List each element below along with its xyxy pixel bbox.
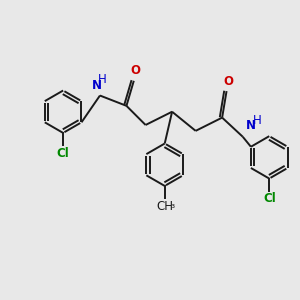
Text: CH: CH [156, 200, 173, 213]
Text: O: O [223, 75, 233, 88]
Text: H: H [253, 114, 262, 127]
Text: Cl: Cl [57, 147, 70, 160]
Text: N: N [246, 119, 256, 132]
Text: N: N [92, 79, 101, 92]
Text: ₃: ₃ [170, 200, 174, 210]
Text: O: O [130, 64, 140, 77]
Text: H: H [98, 73, 107, 86]
Text: Cl: Cl [263, 192, 276, 206]
